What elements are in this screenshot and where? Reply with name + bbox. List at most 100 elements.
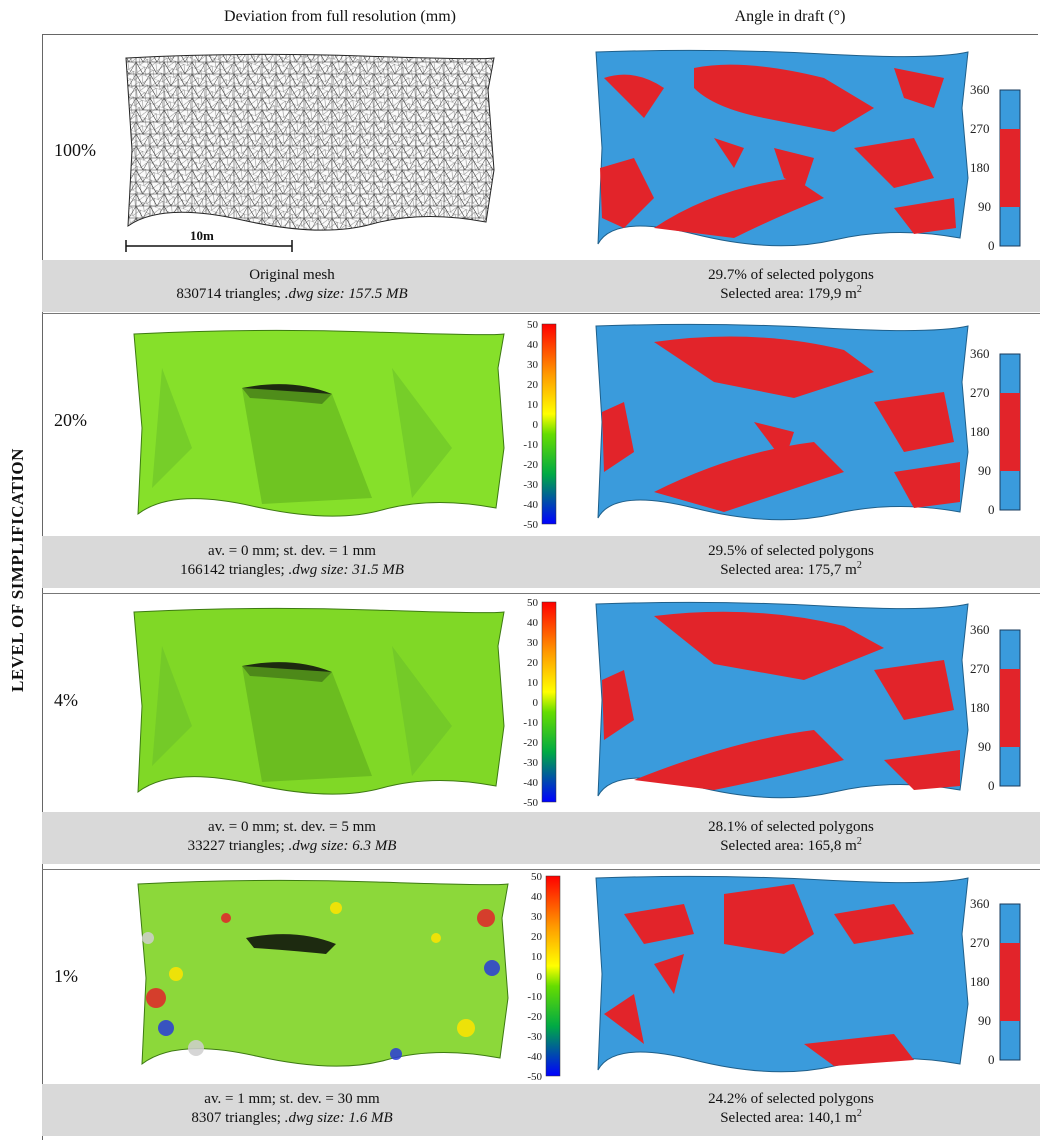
caption-left-dwg-size: .dwg size: 157.5 MB: [284, 286, 408, 302]
deviation-tick: -20: [527, 1011, 542, 1023]
caption-left-line1: av. = 0 mm; st. dev. = 5 mm: [208, 819, 376, 835]
caption-right-line2: Selected area: 165,8 m: [720, 838, 857, 854]
y-axis-label: LEVEL OF SIMPLIFICATION: [6, 360, 30, 780]
deviation-tick: -40: [523, 499, 538, 511]
deviation-colorbar: 50 40 30 20 10 0 -10 -20 -30 -40 -50: [523, 320, 557, 530]
deviation-tick: 50: [527, 320, 539, 331]
angle-tick: 180: [970, 974, 990, 989]
deviation-tick: -40: [523, 777, 538, 789]
deviation-colorbar: 50 40 30 20 10 0 -10 -20 -30 -40 -50: [527, 872, 561, 1082]
angle-map-image: [595, 49, 969, 247]
angle-colorbar: 360 270 180 90 0: [970, 84, 1021, 253]
angle-tick: 270: [970, 661, 990, 676]
deviation-tick: -50: [523, 519, 538, 530]
angle-colorbar: 360 270 180 90 0: [970, 898, 1021, 1067]
level-label: 100%: [54, 140, 96, 160]
unit-superscript: 2: [856, 1108, 862, 1119]
caption-left-dwg-size: .dwg size: 6.3 MB: [288, 838, 397, 854]
angle-tick: 180: [970, 700, 990, 715]
angle-tick: 0: [988, 502, 995, 517]
angle-tick: 90: [978, 199, 991, 214]
angle-tick: 180: [970, 160, 990, 175]
caption-right-line2: Selected area: 140,1 m: [720, 1110, 857, 1126]
caption-left: av. = 0 mm; st. dev. = 1 mm 166142 trian…: [42, 542, 542, 580]
angle-colorbar: 360 270 180 90 0: [970, 624, 1021, 793]
deviation-tick: 50: [531, 872, 543, 883]
angle-tick: 270: [970, 935, 990, 950]
deviation-tick: -10: [523, 717, 538, 729]
deviation-tick: 30: [531, 911, 543, 923]
deviation-tick: 30: [527, 637, 539, 649]
angle-tick: 360: [970, 348, 990, 361]
caption-right-line1: 24.2% of selected polygons: [708, 1091, 874, 1107]
deviation-tick: 40: [527, 617, 539, 629]
angle-tick: 90: [978, 739, 991, 754]
deviation-tick: 20: [527, 657, 539, 669]
row-caption: av. = 0 mm; st. dev. = 1 mm 166142 trian…: [42, 536, 1040, 588]
deviation-map-image: [133, 607, 505, 795]
caption-right-line2: Selected area: 175,7 m: [720, 562, 857, 578]
column-title-angle: Angle in draft (°): [734, 8, 846, 25]
caption-left-line1: av. = 0 mm; st. dev. = 1 mm: [208, 543, 376, 559]
caption-right-line1: 29.5% of selected polygons: [708, 543, 874, 559]
deviation-tick: 40: [531, 891, 543, 903]
row-100: 100% 10m: [42, 34, 1040, 314]
caption-right-line2: Selected area: 179,9 m: [720, 286, 857, 302]
deviation-tick: 20: [531, 931, 543, 943]
angle-tick: 90: [978, 1013, 991, 1028]
deviation-tick: 10: [527, 399, 539, 411]
angle-tick: 0: [988, 1052, 995, 1067]
deviation-tick: -20: [523, 459, 538, 471]
caption-right: 28.1% of selected polygons Selected area…: [542, 818, 1040, 856]
deviation-tick: -20: [523, 737, 538, 749]
angle-tick: 270: [970, 385, 990, 400]
deviation-tick: -10: [523, 439, 538, 451]
angle-map-image: [595, 323, 969, 521]
column-title-deviation: Deviation from full resolution (mm): [224, 8, 456, 25]
deviation-tick: 20: [527, 379, 539, 391]
deviation-tick: 0: [537, 971, 543, 983]
row-4: 4% 50 40 30 20 10 0 -10 -20 -30 -40 -50 …: [42, 594, 1040, 870]
caption-left: av. = 0 mm; st. dev. = 5 mm 33227 triang…: [42, 818, 542, 856]
caption-left-line2: 8307 triangles;: [191, 1110, 285, 1126]
unit-superscript: 2: [856, 560, 862, 571]
row-caption: av. = 1 mm; st. dev. = 30 mm 8307 triang…: [42, 1084, 1040, 1136]
scale-bar-label: 10m: [190, 228, 214, 243]
y-axis-label-text: LEVEL OF SIMPLIFICATION: [8, 448, 27, 692]
caption-left-dwg-size: .dwg size: 1.6 MB: [284, 1110, 393, 1126]
wireframe-mesh-image: [125, 53, 495, 252]
angle-tick: 360: [970, 84, 990, 97]
angle-tick: 0: [988, 238, 995, 253]
deviation-tick: 10: [527, 677, 539, 689]
caption-left: av. = 1 mm; st. dev. = 30 mm 8307 triang…: [42, 1090, 542, 1128]
level-label: 4%: [54, 690, 78, 710]
caption-left-line2: 166142 triangles;: [180, 562, 289, 578]
caption-right: 29.5% of selected polygons Selected area…: [542, 542, 1040, 580]
angle-tick: 360: [970, 898, 990, 911]
row-1: 1% 50 40 30 20 10 0 -10 -20 -30 -40 -50: [42, 870, 1040, 1140]
angle-tick: 360: [970, 624, 990, 637]
level-label: 1%: [54, 966, 78, 986]
angle-colorbar: 360 270 180 90 0: [970, 348, 1021, 517]
unit-superscript: 2: [856, 836, 862, 847]
row-20: 20% 50 40 30 20 10 0 -10 -20 -30 -40 -50: [42, 314, 1040, 594]
angle-tick: 180: [970, 424, 990, 439]
deviation-tick: 40: [527, 339, 539, 351]
deviation-tick: 10: [531, 951, 543, 963]
caption-left-line1: av. = 1 mm; st. dev. = 30 mm: [204, 1091, 380, 1107]
angle-tick: 0: [988, 778, 995, 793]
deviation-map-image: [133, 329, 505, 517]
deviation-tick: -50: [523, 797, 538, 808]
deviation-tick: 50: [527, 598, 539, 609]
caption-left-line2: 830714 triangles;: [176, 286, 285, 302]
deviation-colorbar: 50 40 30 20 10 0 -10 -20 -30 -40 -50: [523, 598, 557, 808]
deviation-tick: -40: [527, 1051, 542, 1063]
row-caption: av. = 0 mm; st. dev. = 5 mm 33227 triang…: [42, 812, 1040, 864]
unit-superscript: 2: [856, 284, 862, 295]
caption-right-line1: 29.7% of selected polygons: [708, 267, 874, 283]
deviation-tick: 0: [533, 419, 539, 431]
caption-right: 24.2% of selected polygons Selected area…: [542, 1090, 1040, 1128]
deviation-tick: -50: [527, 1071, 542, 1082]
caption-right: 29.7% of selected polygons Selected area…: [542, 266, 1040, 304]
angle-map-image: [595, 601, 969, 799]
